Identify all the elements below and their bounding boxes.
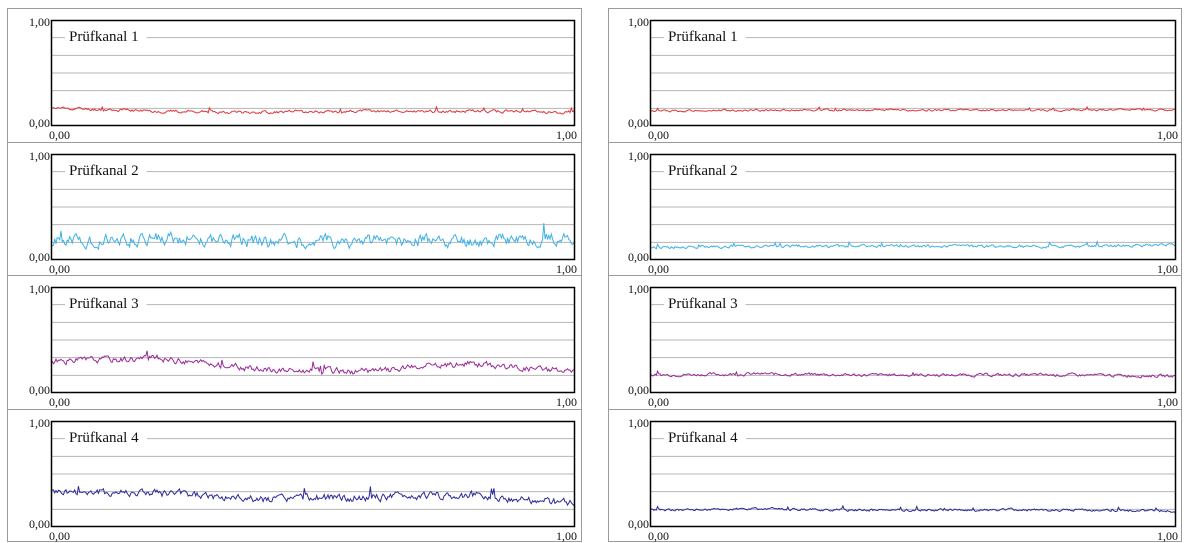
plot-frame — [50, 153, 576, 261]
x-max-label: 1,00 — [1157, 395, 1178, 409]
label-backdrop — [664, 295, 746, 313]
y-min-label: 0,00 — [628, 383, 649, 397]
label-backdrop — [65, 28, 147, 46]
plot-frame — [649, 286, 1177, 394]
series-line — [649, 504, 1177, 514]
x-max-label: 1,00 — [1157, 262, 1178, 276]
x-min-label: 0,00 — [49, 128, 70, 142]
channel-chart-4: Prüfkanal 4 1,00 0,000,00 1,00 — [29, 416, 577, 543]
label-backdrop — [664, 429, 747, 447]
y-max-label: 1,00 — [29, 149, 50, 163]
plot-frame — [649, 19, 1177, 127]
x-min-label: 0,00 — [648, 128, 669, 142]
y-max-label: 1,00 — [628, 282, 649, 296]
series-line — [50, 486, 576, 508]
plot-frame — [649, 420, 1177, 528]
label-backdrop — [65, 162, 147, 180]
x-min-label: 0,00 — [648, 262, 669, 276]
channel-label: Prüfkanal 4 — [69, 430, 139, 446]
x-min-label: 0,00 — [648, 529, 669, 543]
channel-label: Prüfkanal 1 — [69, 29, 139, 45]
x-max-label: 1,00 — [1157, 529, 1178, 543]
x-max-label: 1,00 — [556, 395, 577, 409]
channel-label: Prüfkanal 2 — [668, 163, 738, 179]
channel-label: Prüfkanal 4 — [668, 430, 738, 446]
series-line — [649, 239, 1177, 250]
y-max-label: 1,00 — [628, 416, 649, 430]
series-line — [649, 105, 1177, 113]
x-max-label: 1,00 — [556, 262, 577, 276]
plot-frame — [649, 153, 1177, 261]
y-min-label: 0,00 — [29, 517, 50, 531]
x-min-label: 0,00 — [49, 395, 70, 409]
y-max-label: 1,00 — [29, 416, 50, 430]
series-line — [649, 369, 1177, 379]
channel-chart-1: Prüfkanal 1 1,00 0,000,00 1,00 — [628, 15, 1178, 142]
y-max-label: 1,00 — [628, 15, 649, 29]
series-line — [50, 223, 576, 251]
series-line — [50, 105, 576, 115]
y-max-label: 1,00 — [29, 15, 50, 29]
channel-chart-2: Prüfkanal 2 1,00 0,000,00 1,00 — [628, 149, 1178, 276]
plot-frame — [50, 420, 576, 528]
channel-label: Prüfkanal 3 — [668, 296, 738, 312]
x-max-label: 1,00 — [1157, 128, 1178, 142]
label-backdrop — [65, 295, 147, 313]
y-max-label: 1,00 — [29, 282, 50, 296]
channel-label: Prüfkanal 1 — [668, 29, 738, 45]
channel-chart-2: Prüfkanal 2 1,00 0,000,00 1,00 — [29, 149, 577, 276]
x-min-label: 0,00 — [648, 395, 669, 409]
channel-chart-3: Prüfkanal 3 1,00 0,000,00 1,00 — [628, 282, 1178, 409]
x-max-label: 1,00 — [556, 128, 577, 142]
channel-chart-4: Prüfkanal 4 1,00 0,000,00 1,00 — [628, 416, 1178, 543]
x-min-label: 0,00 — [49, 529, 70, 543]
x-max-label: 1,00 — [556, 529, 577, 543]
y-max-label: 1,00 — [628, 149, 649, 163]
series-line — [50, 350, 576, 376]
y-min-label: 0,00 — [29, 116, 50, 130]
x-min-label: 0,00 — [49, 262, 70, 276]
channel-label: Prüfkanal 3 — [69, 296, 139, 312]
y-min-label: 0,00 — [29, 250, 50, 264]
y-min-label: 0,00 — [628, 250, 649, 264]
y-min-label: 0,00 — [29, 383, 50, 397]
label-backdrop — [65, 429, 148, 447]
y-min-label: 0,00 — [628, 517, 649, 531]
channel-chart-1: Prüfkanal 1 1,00 0,000,00 1,00 — [29, 15, 577, 142]
plot-frame — [50, 286, 576, 394]
y-min-label: 0,00 — [628, 116, 649, 130]
label-backdrop — [664, 28, 746, 46]
label-backdrop — [664, 162, 746, 180]
channel-label: Prüfkanal 2 — [69, 163, 139, 179]
channel-chart-3: Prüfkanal 3 1,00 0,000,00 1,00 — [29, 282, 577, 409]
plot-frame — [50, 19, 576, 127]
